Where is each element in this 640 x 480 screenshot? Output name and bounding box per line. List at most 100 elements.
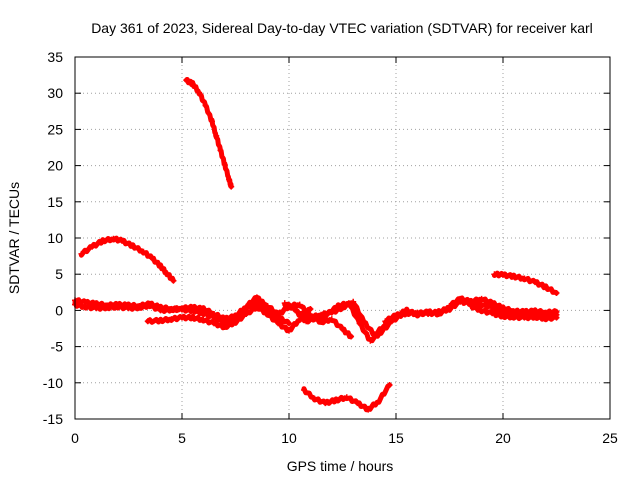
data-point: [82, 299, 89, 306]
data-point: [360, 318, 367, 325]
data-point: [435, 311, 442, 318]
data-point: [425, 308, 432, 315]
data-point: [318, 318, 325, 325]
data-point: [168, 316, 175, 323]
data-point: [322, 400, 329, 407]
data-point: [510, 308, 517, 315]
y-tick-label: 30: [47, 85, 63, 101]
x-tick-label: 0: [71, 430, 79, 446]
data-point: [157, 317, 164, 324]
data-point: [146, 300, 153, 307]
data-point: [478, 295, 485, 302]
data-point: [99, 237, 106, 244]
y-tick-label: 20: [47, 158, 63, 174]
data-point: [333, 397, 340, 404]
data-point: [457, 295, 464, 302]
data-point: [521, 308, 528, 315]
data-point: [93, 300, 100, 307]
data-point: [119, 237, 126, 244]
data-point: [89, 243, 96, 250]
data-point: [196, 89, 203, 96]
data-point: [300, 387, 307, 394]
data-point: [542, 309, 549, 316]
data-point: [189, 307, 196, 314]
y-tick-label: -15: [43, 411, 63, 427]
data-point: [104, 302, 111, 309]
data-point: [200, 316, 207, 323]
data-point: [164, 270, 171, 277]
data-point: [149, 255, 156, 262]
data-point: [226, 176, 233, 183]
x-tick-label: 15: [388, 430, 404, 446]
data-point: [307, 314, 314, 321]
data-point: [510, 313, 517, 320]
data-point: [491, 271, 498, 278]
data-point: [110, 235, 117, 242]
data-point: [510, 273, 517, 280]
data-point: [446, 303, 453, 310]
data-point: [211, 314, 218, 321]
data-point: [318, 311, 325, 318]
data-point: [403, 307, 410, 314]
data-point: [350, 298, 357, 305]
data-point: [213, 132, 220, 139]
data-point: [500, 305, 506, 312]
data-point: [382, 318, 389, 325]
data-point: [489, 310, 496, 317]
data-point: [393, 313, 399, 320]
data-point: [157, 263, 164, 270]
x-tick-label: 25: [602, 430, 618, 446]
data-point: [189, 80, 196, 87]
data-point: [532, 279, 539, 286]
data-point: [303, 318, 310, 325]
series-line-arc-8: [297, 300, 399, 338]
data-point: [553, 314, 560, 321]
data-point: [217, 147, 224, 154]
data-point: [144, 318, 151, 325]
data-point: [200, 310, 207, 317]
data-point: [228, 183, 235, 190]
data-point: [170, 277, 177, 284]
data-point: [221, 161, 228, 168]
data-point: [371, 332, 378, 339]
data-point: [286, 320, 292, 327]
data-point: [521, 275, 528, 282]
data-point: [221, 324, 228, 331]
data-point: [328, 316, 335, 323]
y-axis-title: SDTVAR / TECUs: [6, 182, 22, 294]
data-point: [328, 309, 335, 316]
y-tick-label: 15: [47, 194, 63, 210]
series-line-arc-11: [393, 295, 559, 319]
data-point: [553, 290, 560, 297]
y-tick-label: 35: [47, 49, 63, 65]
x-axis-title: GPS time / hours: [287, 458, 394, 474]
series-line-arc-2: [183, 77, 234, 190]
data-point: [307, 305, 314, 312]
data-point: [414, 311, 421, 318]
y-tick-label: 0: [55, 302, 63, 318]
x-tick-label: 20: [495, 430, 511, 446]
data-point: [179, 306, 185, 313]
data-point: [140, 248, 147, 255]
data-point: [365, 406, 372, 413]
data-point: [125, 302, 132, 309]
data-point: [264, 311, 271, 318]
data-point: [339, 304, 346, 311]
data-point: [253, 295, 260, 302]
series-group: [72, 77, 560, 413]
data-point: [354, 400, 361, 407]
y-tick-label: 25: [47, 121, 63, 137]
data-point: [211, 320, 218, 327]
data-point: [478, 301, 485, 308]
data-point: [189, 314, 196, 321]
series-line-arc-6: [254, 295, 354, 340]
data-point: [356, 320, 363, 327]
y-tick-label: 5: [55, 266, 63, 282]
data-point: [386, 381, 393, 388]
grid-lines: [75, 57, 610, 419]
data-point: [375, 397, 382, 404]
data-point: [521, 314, 528, 321]
